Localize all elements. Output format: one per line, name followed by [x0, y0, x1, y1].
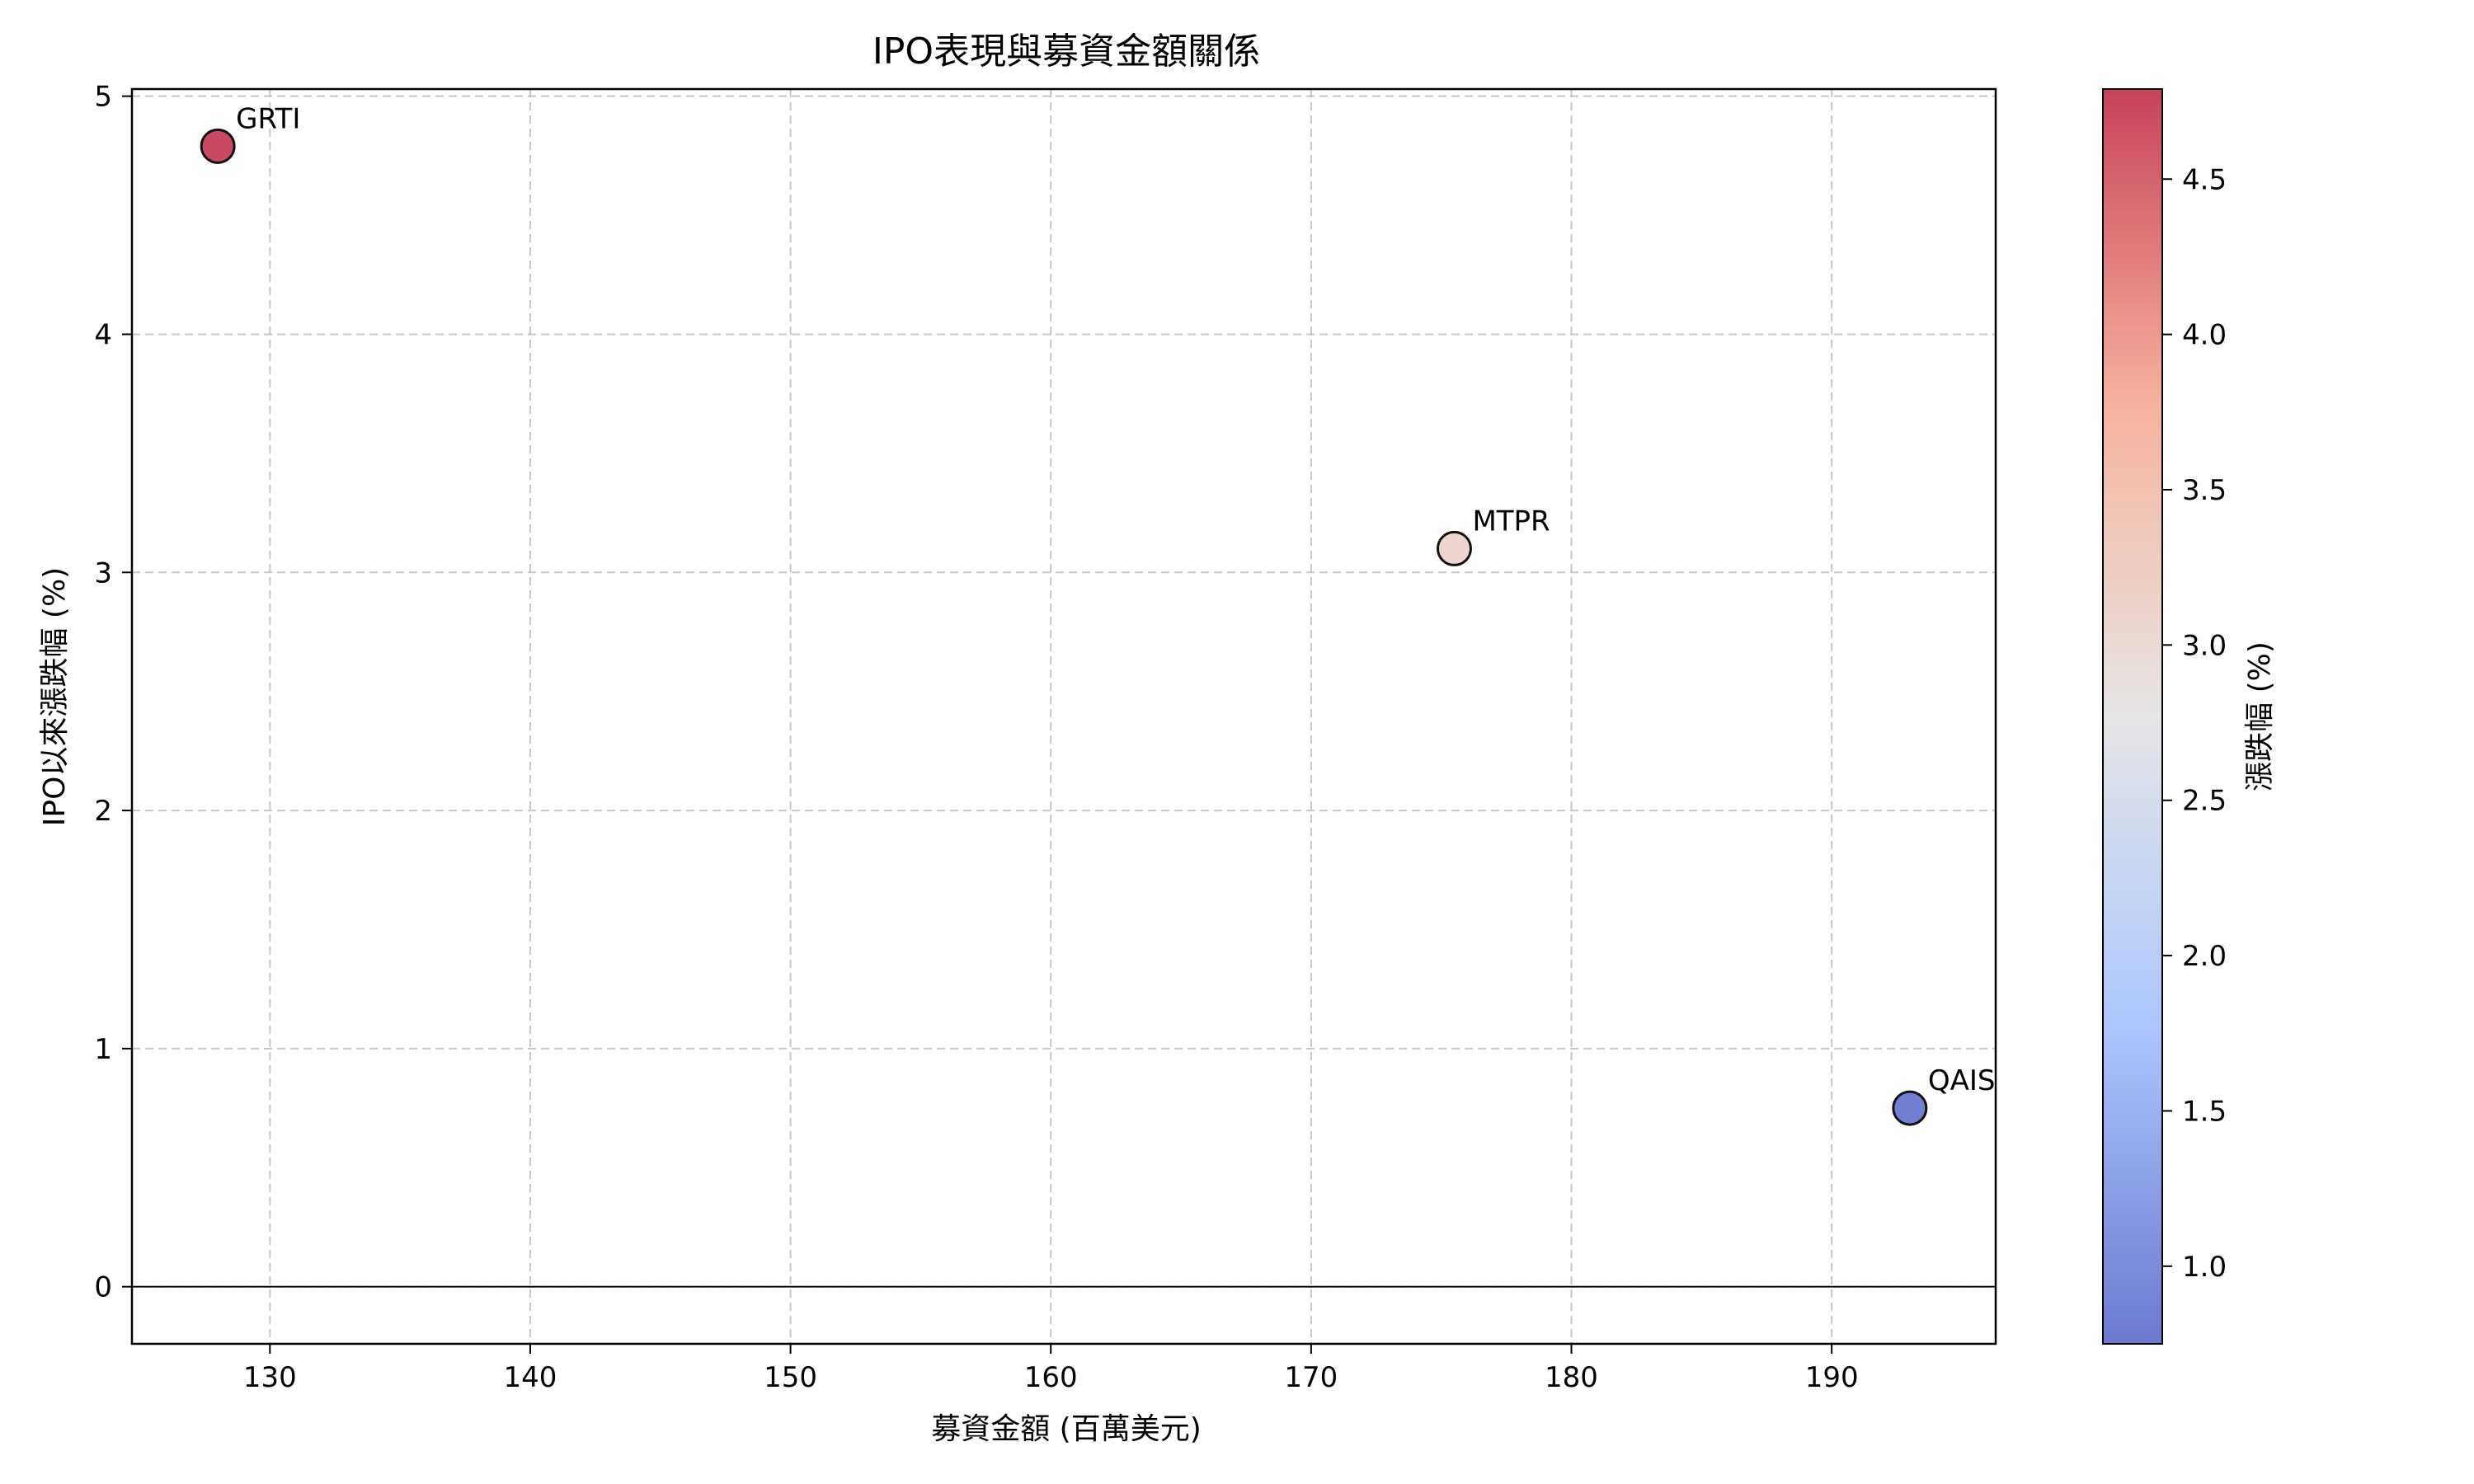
y-tick-label: 5	[94, 81, 112, 114]
x-tick-label: 130	[243, 1361, 297, 1394]
colorbar-frame	[2102, 88, 2163, 1345]
y-tick-label: 4	[94, 318, 112, 351]
colorbar-label: 漲跌幅 (%)	[2243, 641, 2277, 791]
colorbar: 1.0 1.5 2.0 2.5 3.0 3.5 4.0 4.5 漲跌幅 (%)	[2102, 88, 2277, 1345]
colorbar-tick-label: 1.5	[2182, 1095, 2227, 1128]
colorbar-ticks: 1.0 1.5 2.0 2.5 3.0 3.5 4.0 4.5	[2162, 163, 2227, 1284]
colorbar-tick-label: 1.0	[2182, 1251, 2227, 1284]
colorbar-tick-label: 2.0	[2182, 940, 2227, 973]
y-tick-label: 0	[94, 1271, 112, 1304]
x-axis-ticks: 130 140 150 160 170 180 190	[243, 1344, 1859, 1394]
x-tick-label: 180	[1545, 1361, 1598, 1394]
y-tick-label: 2	[94, 795, 112, 828]
data-point-grti	[200, 128, 236, 164]
x-tick-label: 150	[764, 1361, 817, 1394]
colorbar-tick-label: 4.5	[2182, 163, 2227, 196]
data-point-label: GRTI	[236, 102, 300, 135]
plot-frame	[130, 87, 1997, 1345]
colorbar-tick-label: 3.5	[2182, 474, 2227, 507]
colorbar-tick-label: 4.0	[2182, 319, 2227, 352]
colorbar-gradient	[2103, 89, 2162, 1344]
data-point-qais	[1892, 1090, 1928, 1126]
colorbar-tick-label: 2.5	[2182, 785, 2227, 818]
x-tick-label: 170	[1284, 1361, 1338, 1394]
x-axis-title: 募資金額 (百萬美元)	[931, 1412, 1202, 1446]
x-tick-label: 190	[1805, 1361, 1859, 1394]
x-tick-label: 140	[503, 1361, 557, 1394]
y-tick-label: 3	[94, 556, 112, 589]
data-point-mtpr	[1436, 530, 1472, 566]
chart-title: IPO表現與募資金額關係	[872, 31, 1260, 73]
data-points: GRTI MTPR QAIS	[200, 102, 1996, 1126]
x-tick-label: 160	[1024, 1361, 1078, 1394]
grid	[132, 89, 1996, 1344]
data-point-label: MTPR	[1472, 505, 1550, 538]
colorbar-tick-label: 3.0	[2182, 629, 2227, 662]
y-axis-title: IPO以來漲跌幅 (%)	[38, 567, 72, 826]
y-axis-ticks: 0 1 2 3 4 5	[94, 81, 132, 1304]
y-tick-label: 1	[94, 1033, 112, 1066]
data-point-label: QAIS	[1928, 1064, 1996, 1097]
